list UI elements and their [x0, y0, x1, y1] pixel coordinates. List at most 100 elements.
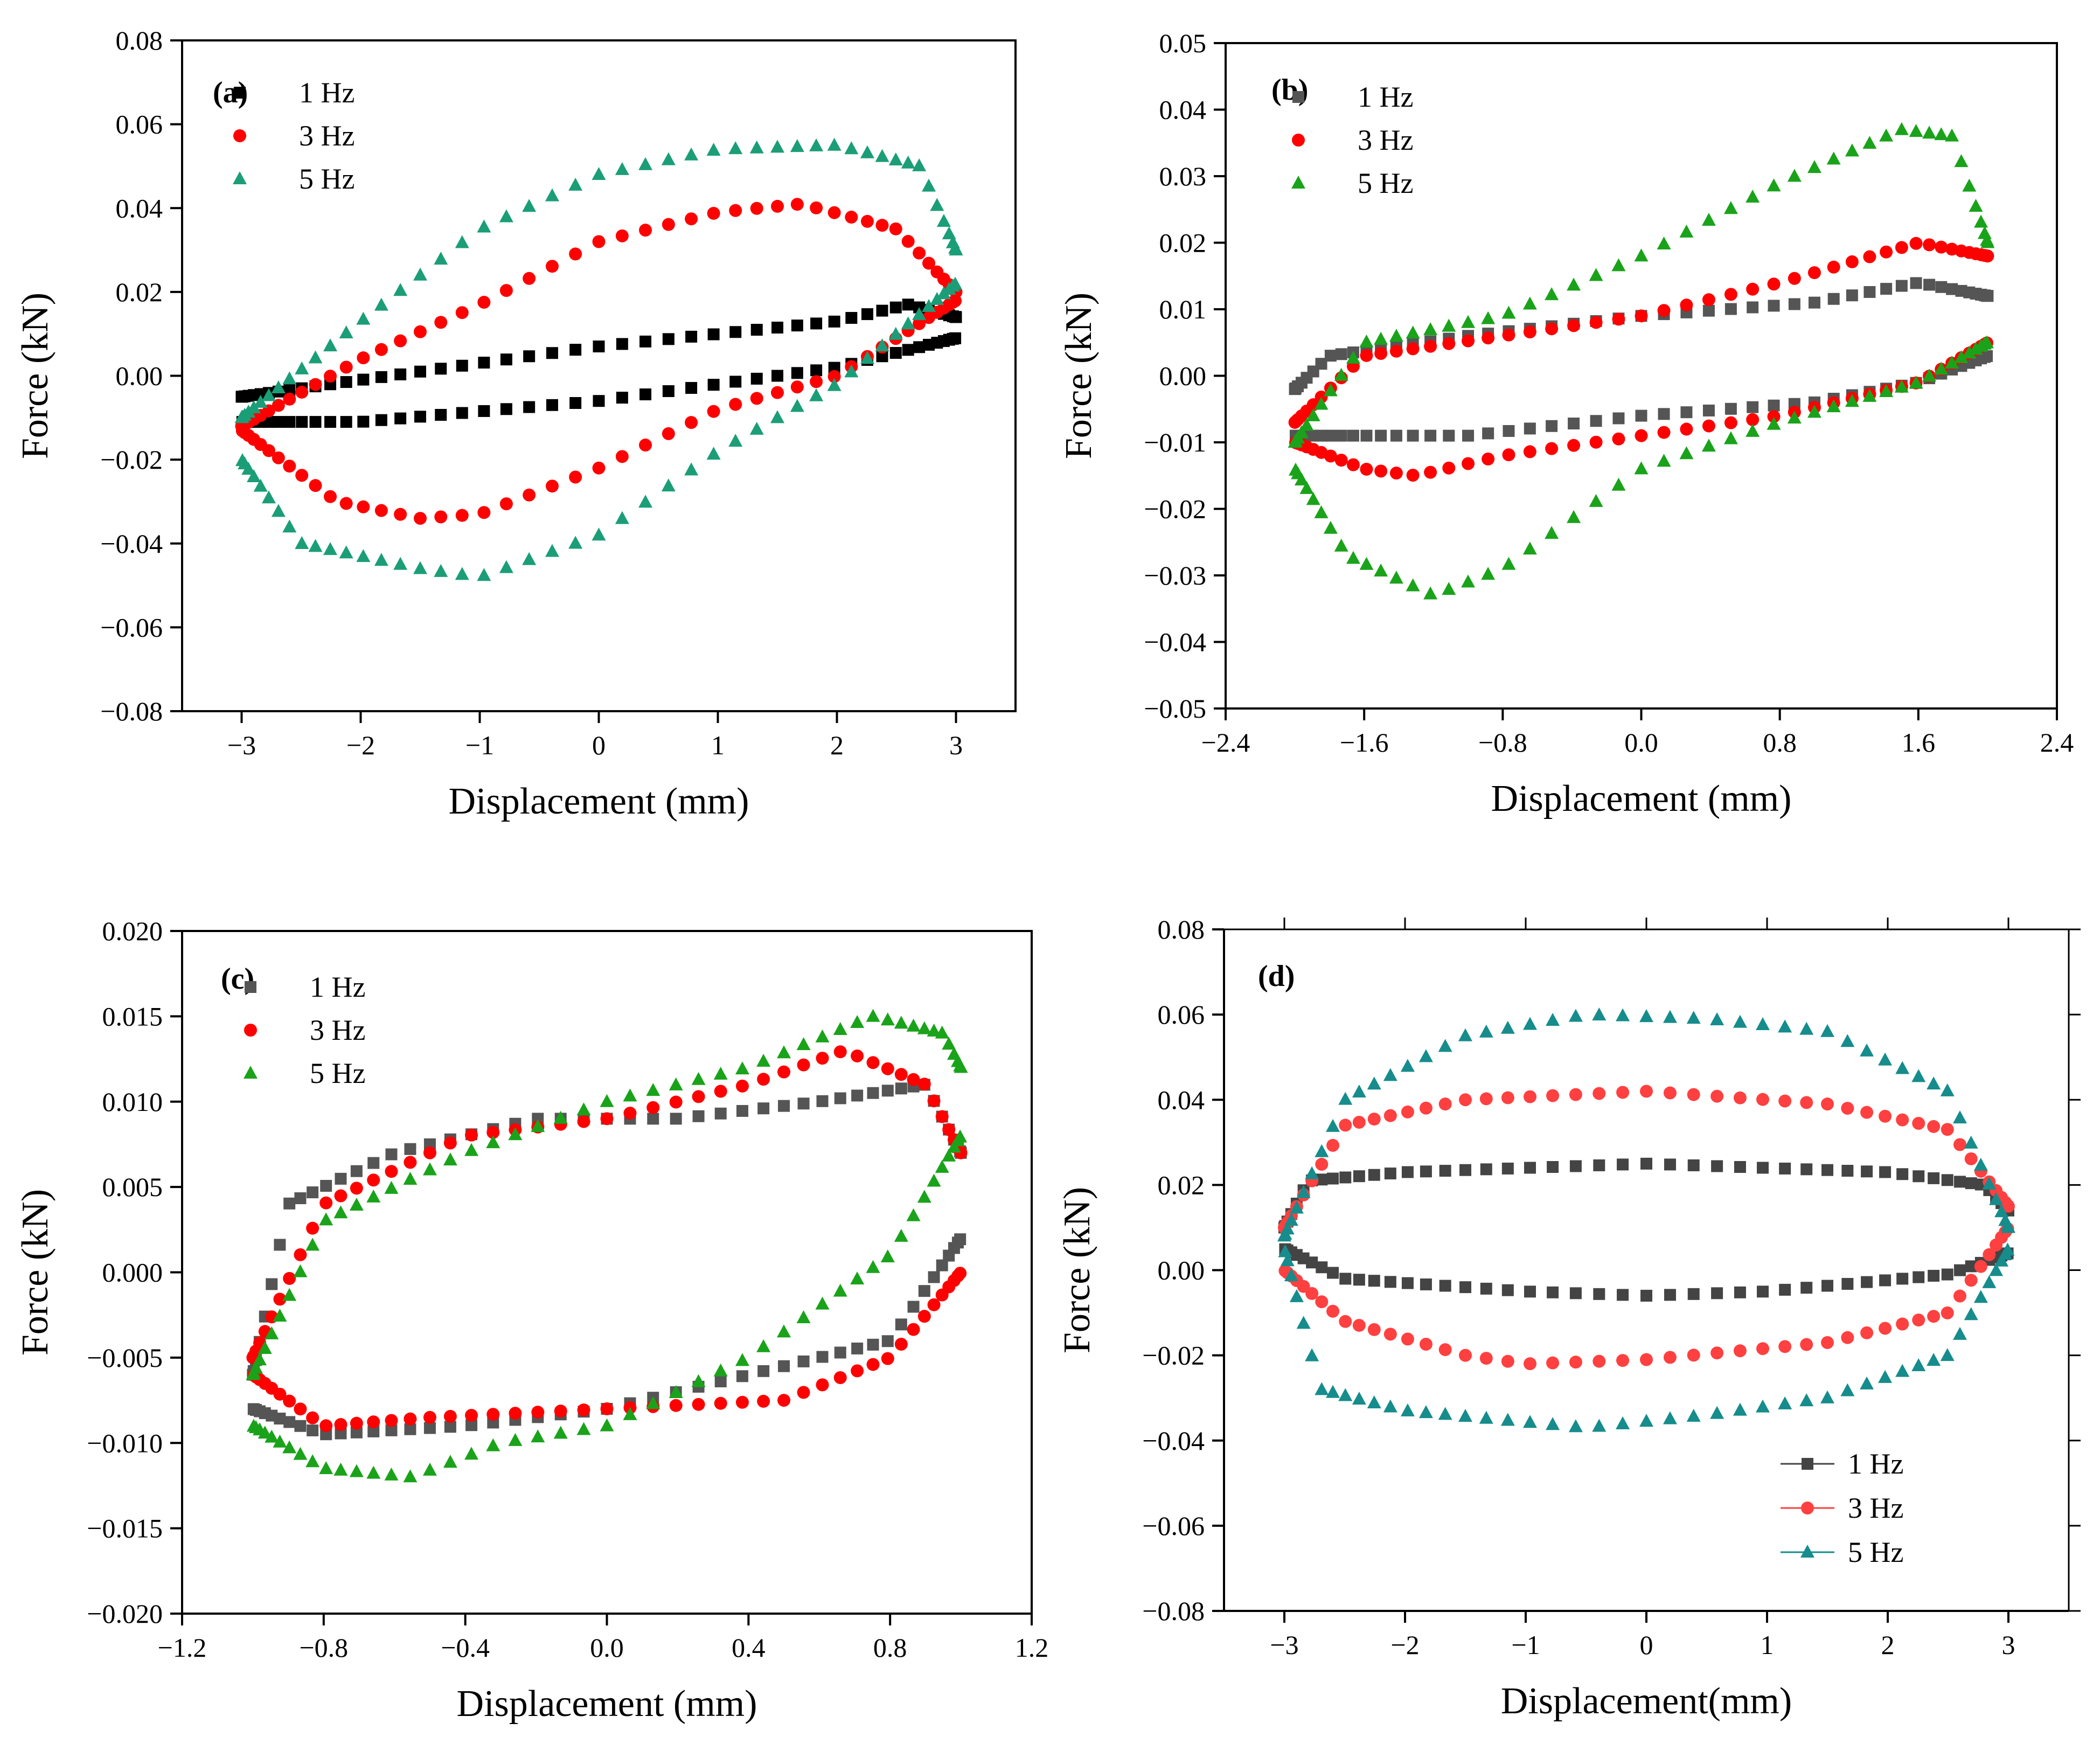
data-point [1922, 369, 1937, 382]
x-tick-label: −0.8 [1478, 727, 1527, 758]
data-point [1821, 1336, 1834, 1349]
series-3-hz [235, 198, 963, 525]
data-point [770, 140, 784, 153]
data-point [1964, 1152, 1978, 1165]
data-point [1389, 571, 1403, 584]
data-point [1326, 1138, 1340, 1152]
data-point [306, 1221, 319, 1235]
data-point [1846, 289, 1858, 302]
data-point [1909, 376, 1923, 389]
data-point [1946, 283, 1958, 295]
x-tick-label: 3 [2002, 1630, 2015, 1660]
data-point [1458, 1408, 1472, 1422]
data-point [1928, 1269, 1940, 1282]
data-point [1894, 122, 1909, 135]
data-point [646, 1101, 660, 1114]
data-point [293, 1264, 308, 1277]
data-point [309, 479, 322, 492]
data-point [895, 1318, 907, 1331]
legend: 1 Hz 3 Hz 5 Hz [1291, 81, 1413, 199]
data-point [423, 1422, 436, 1434]
data-point [1778, 1340, 1792, 1353]
data-point [907, 1301, 920, 1313]
data-point [366, 1189, 381, 1203]
data-point [1324, 350, 1337, 362]
data-point [662, 385, 674, 397]
data-point [902, 344, 914, 356]
data-point [1757, 1286, 1769, 1298]
data-point [889, 222, 902, 235]
data-point [1787, 411, 1802, 424]
data-point [1896, 1317, 1909, 1331]
data-point [334, 1418, 347, 1432]
data-point [778, 1360, 790, 1372]
series-5-hz [234, 137, 963, 581]
data-point [456, 359, 468, 372]
data-point [669, 1399, 683, 1412]
data-point [707, 405, 720, 418]
data-point [349, 1464, 364, 1477]
data-point [1913, 1271, 1925, 1283]
data-point [1787, 169, 1802, 182]
data-point [790, 139, 804, 152]
data-point [750, 372, 763, 385]
data-point [1635, 429, 1648, 442]
y-tick-label: −0.020 [87, 1599, 163, 1629]
data-point [735, 1079, 749, 1093]
data-point [2002, 1199, 2015, 1213]
data-point [927, 1023, 941, 1037]
data-point [1964, 1135, 1978, 1149]
data-point [866, 1260, 880, 1273]
data-point [845, 312, 858, 324]
data-point [685, 330, 698, 343]
data-point [1779, 1162, 1791, 1175]
data-point [1280, 1253, 1295, 1267]
data-point [684, 462, 699, 476]
data-point [265, 1326, 279, 1339]
data-point [2001, 1220, 2015, 1233]
data-point [639, 388, 652, 400]
data-point [907, 1073, 920, 1086]
data-point [1733, 1402, 1747, 1416]
data-point [1360, 462, 1373, 476]
data-point [1922, 126, 1937, 139]
data-point [1747, 401, 1759, 413]
y-tick-label: 0.015 [102, 1001, 163, 1031]
data-point [1367, 1076, 1381, 1090]
data-point [1658, 408, 1670, 420]
data-point [928, 1271, 940, 1283]
data-point [1338, 1388, 1353, 1401]
legend-marker [1800, 1545, 1814, 1558]
data-point [1840, 1034, 1855, 1047]
data-point [1480, 1163, 1492, 1176]
data-point [350, 1182, 363, 1195]
data-point [1821, 1097, 1834, 1111]
data-point [1827, 260, 1840, 274]
data-point [930, 198, 944, 211]
data-point [283, 1416, 296, 1428]
x-tick-label: −2.4 [1201, 727, 1250, 758]
data-point [294, 1420, 307, 1432]
panel-d: −3 −2 −1 0 1 2 3 −0.08 −0.06 −0.04 −0.02 0.00 0.02 0.… [1056, 914, 2081, 1722]
data-point [1346, 551, 1360, 564]
y-axis-title: Force (kN) [15, 1189, 56, 1356]
data-point [499, 497, 513, 511]
legend-label: 1 Hz [1358, 81, 1413, 113]
data-point [833, 1371, 847, 1385]
data-point [1589, 494, 1603, 507]
data-point [1935, 240, 1948, 254]
data-point [662, 427, 675, 440]
data-point [1640, 1353, 1653, 1366]
data-point [1401, 1277, 1414, 1289]
data-point [1568, 1009, 1583, 1022]
y-tick-label: 0.020 [102, 916, 163, 946]
data-point [1314, 505, 1329, 518]
data-point [750, 201, 763, 215]
x-tick-label: −2 [346, 730, 375, 760]
series-5-hz [246, 1009, 968, 1483]
data-point [647, 1113, 659, 1125]
series-5-hz [1288, 122, 1995, 600]
data-point [1315, 358, 1327, 370]
data-point [374, 297, 388, 311]
data-point [866, 1009, 880, 1022]
